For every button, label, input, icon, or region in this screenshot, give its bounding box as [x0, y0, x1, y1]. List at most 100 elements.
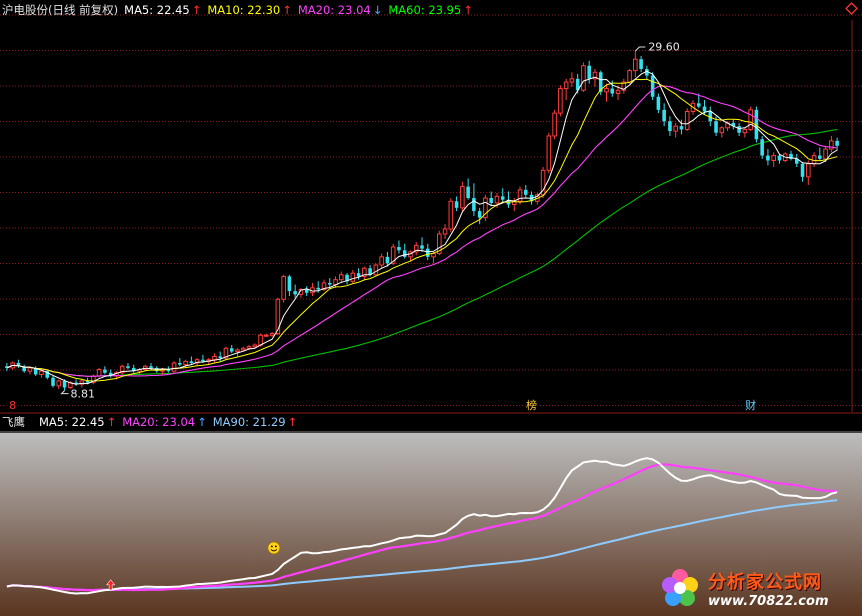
candle-body-down	[662, 109, 666, 122]
candle	[829, 135, 834, 153]
candle	[310, 282, 315, 297]
legend-lower-ma5-label: MA5: 22.45	[39, 415, 105, 429]
candle	[131, 364, 136, 373]
candle	[397, 240, 401, 254]
candle-body-down	[5, 366, 9, 368]
candle	[748, 106, 753, 132]
arrow-up-icon: ↑	[287, 415, 298, 429]
candle-body-down	[293, 291, 297, 295]
candle-body-up	[569, 78, 575, 83]
candle	[51, 376, 55, 388]
arrow-up-icon: ↑	[191, 3, 202, 17]
candle-body-up	[252, 344, 258, 348]
candle-body-down	[402, 250, 407, 257]
candle	[506, 191, 511, 208]
candle-body-down	[835, 140, 839, 146]
arrow-up-icon: ↑	[282, 3, 292, 17]
candle-body-down	[714, 121, 718, 133]
candle-body-down	[149, 366, 153, 368]
candle-body-up	[540, 169, 546, 196]
candle-body-up	[212, 355, 217, 361]
candle	[22, 364, 26, 373]
lower-ma5-line	[6, 457, 838, 595]
candle-body-up	[246, 346, 252, 349]
event-marker-left: 8	[9, 399, 16, 412]
legend-ma60: MA60: 23.95 ↑	[388, 3, 473, 17]
candle	[546, 132, 552, 174]
candle-body-up	[829, 140, 834, 150]
candle-body-down	[598, 72, 603, 92]
candle-body-up	[240, 347, 246, 351]
candle	[466, 178, 470, 200]
candle	[679, 119, 684, 135]
legend-lower-ma5: MA5: 22.45 ↑	[39, 415, 116, 429]
candle	[189, 356, 194, 365]
close-icon[interactable]	[845, 2, 858, 15]
candle	[56, 379, 62, 390]
legend-ma10-label: MA10: 22.30	[207, 3, 281, 17]
candle	[645, 65, 649, 79]
candle	[794, 153, 799, 167]
candle-body-up	[39, 370, 44, 375]
smiley-icon	[267, 541, 281, 555]
candle	[835, 137, 839, 151]
event-marker-fin-bg	[744, 399, 757, 411]
candle-body-down	[466, 186, 470, 199]
ma10-line	[6, 78, 838, 382]
candle-body-down	[201, 359, 205, 362]
indicator-title: 飞鹰	[2, 415, 25, 429]
candle	[662, 103, 666, 127]
candle-body-down	[178, 363, 182, 365]
candle-body-up	[823, 148, 828, 160]
candle-body-down	[345, 274, 349, 282]
candle-body-down	[650, 75, 655, 97]
candle-body-up	[269, 333, 275, 336]
candle	[16, 359, 21, 368]
candle-body-down	[639, 59, 643, 69]
candle-body-down	[22, 366, 26, 372]
candle-body-up	[183, 360, 188, 366]
ma60-line	[6, 128, 838, 377]
candle-body-up	[338, 274, 344, 281]
low-pointer	[60, 390, 69, 395]
lower-ma20-line	[6, 463, 838, 592]
candle	[483, 194, 488, 221]
flower-logo-icon	[662, 569, 698, 606]
candle-body-down	[316, 287, 321, 290]
candle-body-down	[500, 196, 505, 200]
legend-ma60-label: MA60: 23.95	[388, 3, 462, 17]
watermark: 分析家公式网 www.70822.com	[658, 564, 858, 612]
event-marker-left-bg	[6, 399, 19, 411]
candle-body-down	[731, 122, 736, 127]
candle-body-up	[119, 365, 125, 374]
candle-body-up	[281, 275, 286, 300]
candle-body-down	[74, 382, 78, 385]
candle	[373, 263, 379, 277]
candle-body-up	[460, 186, 465, 209]
candle-body-down	[472, 198, 476, 212]
candle	[684, 108, 690, 132]
candle	[760, 135, 764, 159]
candle-body-down	[656, 96, 661, 110]
candle-body-up	[96, 369, 102, 377]
candle	[587, 60, 591, 84]
candle	[350, 269, 356, 283]
candle-body-up	[275, 298, 281, 335]
candle	[287, 274, 292, 297]
candle-body-down	[385, 256, 390, 264]
candle-body-down	[126, 366, 130, 368]
candle-body-up	[223, 347, 229, 359]
candle	[178, 358, 182, 367]
candle-body-down	[16, 363, 21, 367]
candle	[304, 286, 309, 297]
candle	[171, 361, 177, 373]
event-marker-bang-bg	[525, 399, 538, 411]
candle	[668, 116, 672, 136]
candle-body-down	[794, 158, 799, 164]
candle	[523, 184, 528, 199]
candle-body-down	[702, 106, 707, 112]
candle-body-up	[494, 195, 500, 204]
candle	[592, 69, 598, 87]
candle	[650, 72, 655, 101]
smiley-eye	[270, 545, 273, 548]
